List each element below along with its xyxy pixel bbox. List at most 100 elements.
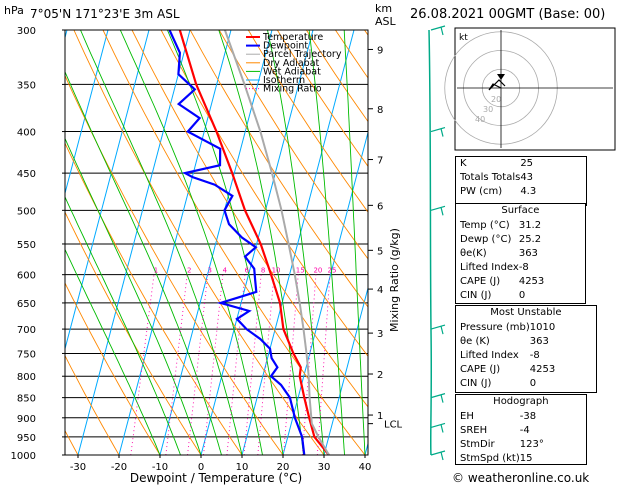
surface-value: -8 [518,262,529,273]
pressure-tick-label: 500 [17,206,36,217]
surface-value: 363 [518,248,538,259]
pressure-tick-label: 700 [17,325,36,336]
pressure-tick-label: 300 [17,26,36,37]
index-value: 43 [520,172,534,183]
mixing-ratio-label: 20 [313,267,322,275]
parcel-trajectory-line [223,30,330,455]
index-label: Totals Totals [460,172,521,183]
mixing-ratio-label: 15 [296,267,305,275]
isotherm-line [241,30,355,455]
surface-value: 0 [518,290,526,301]
temperature-tick-label: 40 [359,462,372,473]
wet-adiabat-line [218,30,304,455]
index-label: K [460,158,467,169]
hodograph-table-label: SREH [460,425,488,436]
dry-adiabat-line [131,30,368,408]
wet-adiabat-line [267,30,325,455]
km-tick-label: 3 [377,329,383,340]
most-unstable-row: Pressure (mb) 1010 [456,321,596,335]
mixing-ratio-labels: 1 2 3 4 6 8 10 15 20 25 [154,267,337,275]
surface-title: Surface [501,205,540,216]
surface-row: CIN (J) 0 [456,289,585,303]
most-unstable-row: CAPE (J) 4253 [456,363,596,377]
hodograph-frame [454,27,616,151]
isotherm-line [159,30,273,455]
mixing-ratio-line [243,274,262,455]
wet-adiabat-line [308,30,345,455]
hodograph-table-panel: Hodograph EH -38 SREH -4 StmDir 123° StmSpd (kt… [455,394,587,465]
wind-profile [428,25,446,461]
hodograph-ring-label: 40 [475,115,485,124]
most-unstable-panel: Most Unstable Pressure (mb) 1010 θe (K) 363 L… [455,305,597,393]
hodograph-table-row: EH -38 [456,410,586,424]
legend-label: Isotherm [263,75,305,86]
surface-label: CIN (J) [460,290,492,301]
background-lines [65,30,368,455]
surface-row: CAPE (J) 4253 [456,275,585,289]
most-unstable-value: 0 [529,378,537,389]
dry-adiabat-line [65,354,120,455]
hpa-label: hPa [4,4,24,17]
temperature-tick-label: 30 [318,462,331,473]
index-value: 4.3 [520,186,537,197]
hodograph-table-value: 123° [519,439,544,450]
legend-label: Parcel Trajectory [263,49,342,60]
wind-barb [430,25,446,36]
index-value: 25 [520,158,534,169]
wet-adiabat-line [166,30,284,455]
mixing-ratio-line [226,274,246,455]
dry-adiabat-line [189,30,368,308]
legend-label: Wet Adiabat [263,66,321,77]
location-title: 7°05'N 171°23'E 3m ASL [30,7,180,21]
legend-label: Dewpoint [263,41,308,52]
km-tick-label: 1 [377,411,383,422]
profile-series [168,30,330,455]
pressure-tick-label: 600 [17,271,36,282]
wet-adiabat-line [119,30,263,455]
wind-barb [430,205,446,216]
hodograph-table-title: Hodograph [493,396,549,407]
lcl-label: LCL [384,420,403,431]
most-unstable-label: CIN (J) [460,378,492,389]
km-tick-label: 2 [377,370,383,381]
legend-label: Temperature [262,32,323,43]
isotherm-line [65,30,109,196]
mixing-ratio-label: 6 [245,267,250,275]
wet-adiabat-line [65,195,181,455]
isotherm-line [77,30,191,455]
hodograph-ring-label: 30 [483,105,493,114]
pressure-tick-label: 850 [17,394,36,405]
wind-barb [430,450,446,461]
wet-adiabat-line [65,137,202,455]
wind-barb [430,422,446,433]
most-unstable-label: θe (K) [460,336,490,347]
dry-adiabat-line [102,30,366,455]
footer-credit: © weatheronline.co.uk [452,471,590,485]
surface-value: 31.2 [518,220,542,231]
surface-label: Dewp (°C) [460,234,512,245]
most-unstable-title: Most Unstable [490,307,562,318]
pressure-tick-label: 950 [17,433,36,444]
pressure-tick-label: 450 [17,169,36,180]
pressure-tick-label: 750 [17,349,36,360]
asl-label: ASL [375,15,397,28]
hodograph-trace [488,79,506,91]
km-tick-label: 5 [377,246,383,257]
km-tick-label: 7 [377,156,383,167]
temperature-tick-label: 0 [198,462,204,473]
isotherm-line [323,286,368,455]
pressure-tick-label: 550 [17,240,36,251]
wind-profile-line [428,29,433,456]
mixing-ratio-axis-title: Mixing Ratio (g/kg) [388,228,401,332]
mixing-ratio-line [187,274,209,455]
x-axis-title: Dewpoint / Temperature (°C) [130,471,302,485]
mixing-ratio-label: 25 [328,267,337,275]
mixing-ratio-label: 8 [261,267,265,275]
mixing-ratio-line [283,274,299,455]
wet-adiabat-line [343,30,366,455]
isotherm-line [200,30,314,455]
hodograph-table-value: 15 [519,453,533,464]
